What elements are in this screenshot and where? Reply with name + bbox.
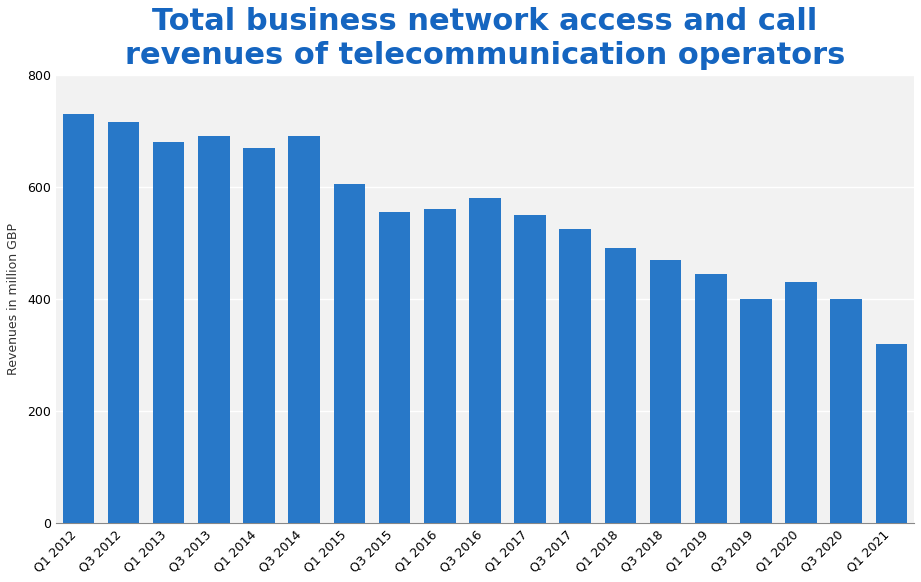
Bar [514,215,546,523]
Bar [876,344,907,523]
Bar [740,299,772,523]
Title: Total business network access and call
revenues of telecommunication operators: Total business network access and call r… [124,7,845,69]
Bar [831,299,862,523]
Bar [786,282,817,523]
Bar [198,136,229,523]
Bar [695,274,727,523]
Bar [153,142,184,523]
Bar [379,212,411,523]
Bar [63,114,94,523]
Bar [604,249,636,523]
Bar [424,209,456,523]
Bar [650,260,682,523]
Bar [108,122,139,523]
Bar [469,198,501,523]
Bar [333,184,366,523]
Bar [288,136,320,523]
Bar [559,229,591,523]
Y-axis label: Revenues in million GBP: Revenues in million GBP [7,223,20,375]
Bar [243,148,274,523]
